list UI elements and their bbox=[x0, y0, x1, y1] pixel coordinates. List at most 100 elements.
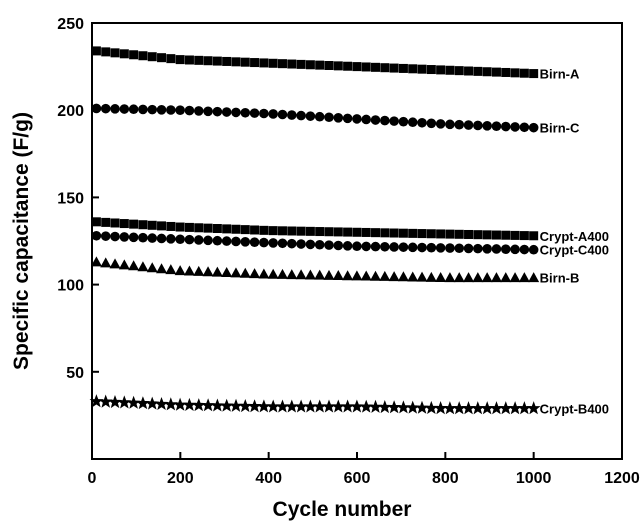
data-point bbox=[407, 117, 418, 128]
data-point bbox=[324, 240, 334, 250]
data-point bbox=[408, 228, 418, 238]
data-point bbox=[100, 103, 111, 114]
data-point bbox=[240, 225, 250, 235]
data-point bbox=[259, 108, 269, 119]
data-point bbox=[370, 241, 381, 252]
data-point bbox=[222, 56, 232, 66]
data-point bbox=[333, 240, 344, 251]
y-tick-label: 150 bbox=[57, 190, 84, 207]
data-point bbox=[436, 65, 446, 75]
series-label: Crypt-B400 bbox=[540, 401, 609, 416]
data-point bbox=[453, 272, 465, 283]
x-tick-label: 1000 bbox=[516, 470, 552, 487]
data-point bbox=[201, 398, 215, 412]
data-point bbox=[398, 116, 409, 127]
data-point bbox=[156, 233, 167, 244]
data-point bbox=[472, 272, 484, 283]
data-point bbox=[183, 265, 195, 276]
data-point bbox=[166, 105, 176, 115]
data-point bbox=[147, 104, 158, 115]
data-point bbox=[482, 67, 492, 77]
data-point bbox=[352, 62, 362, 72]
data-point bbox=[249, 108, 260, 118]
data-point bbox=[463, 272, 475, 283]
data-point bbox=[184, 234, 195, 245]
data-point bbox=[156, 105, 167, 115]
data-point bbox=[417, 242, 427, 253]
data-point bbox=[287, 59, 297, 69]
data-point bbox=[445, 119, 455, 130]
data-point bbox=[342, 113, 353, 124]
data-point bbox=[145, 396, 160, 410]
data-point bbox=[482, 230, 492, 240]
x-tick-label: 200 bbox=[167, 470, 194, 487]
data-point bbox=[461, 401, 476, 415]
data-point bbox=[296, 110, 306, 121]
data-point bbox=[296, 239, 306, 249]
data-point bbox=[119, 49, 129, 59]
data-point bbox=[166, 221, 176, 231]
data-point bbox=[212, 235, 223, 246]
data-point bbox=[247, 399, 262, 413]
data-point bbox=[211, 266, 223, 277]
data-point bbox=[222, 224, 232, 234]
series-birn-c bbox=[91, 103, 539, 133]
data-point bbox=[398, 242, 409, 252]
data-point bbox=[470, 401, 485, 415]
data-point bbox=[137, 261, 149, 272]
data-point bbox=[529, 69, 539, 79]
data-point bbox=[109, 258, 121, 269]
data-point bbox=[305, 226, 315, 236]
data-point bbox=[173, 397, 188, 411]
data-point bbox=[371, 228, 381, 238]
data-point bbox=[480, 401, 495, 415]
data-point bbox=[129, 50, 139, 60]
data-point bbox=[296, 59, 306, 69]
data-point bbox=[138, 51, 148, 61]
data-point bbox=[387, 400, 401, 414]
data-point bbox=[435, 243, 446, 253]
data-point bbox=[128, 260, 140, 271]
data-point bbox=[268, 238, 278, 248]
data-point bbox=[464, 66, 474, 76]
data-point bbox=[370, 270, 382, 281]
data-point bbox=[312, 399, 327, 413]
data-point bbox=[342, 270, 354, 281]
series-crypt-b400 bbox=[89, 394, 541, 415]
data-point bbox=[136, 396, 150, 410]
data-point bbox=[240, 237, 251, 247]
series-birn-a bbox=[91, 46, 539, 79]
x-tick-label: 600 bbox=[344, 470, 371, 487]
data-point bbox=[343, 227, 353, 237]
data-point bbox=[380, 241, 390, 252]
data-point bbox=[352, 241, 362, 252]
data-point bbox=[426, 229, 436, 239]
data-point bbox=[454, 66, 464, 76]
data-point bbox=[147, 233, 158, 243]
data-point bbox=[526, 401, 541, 415]
data-point bbox=[266, 399, 281, 413]
data-point bbox=[174, 265, 186, 276]
data-point bbox=[203, 106, 213, 117]
data-point bbox=[377, 399, 392, 414]
data-point bbox=[510, 230, 520, 240]
data-point bbox=[324, 112, 334, 123]
data-point bbox=[500, 244, 511, 254]
data-point bbox=[157, 53, 167, 63]
data-point bbox=[91, 230, 102, 241]
data-point bbox=[361, 114, 372, 125]
data-point bbox=[473, 243, 483, 254]
data-point bbox=[332, 270, 344, 281]
data-point bbox=[426, 242, 437, 253]
data-point bbox=[238, 398, 253, 413]
y-tick-label: 100 bbox=[57, 278, 84, 295]
axis-ticks: 0 200 400 600 800 1000 1200 50 100 150 200 250 bbox=[57, 16, 640, 487]
data-point bbox=[498, 401, 513, 415]
data-point bbox=[229, 398, 243, 412]
data-point bbox=[445, 65, 455, 75]
data-point bbox=[473, 230, 483, 240]
data-point bbox=[91, 103, 102, 114]
data-point bbox=[119, 232, 130, 242]
